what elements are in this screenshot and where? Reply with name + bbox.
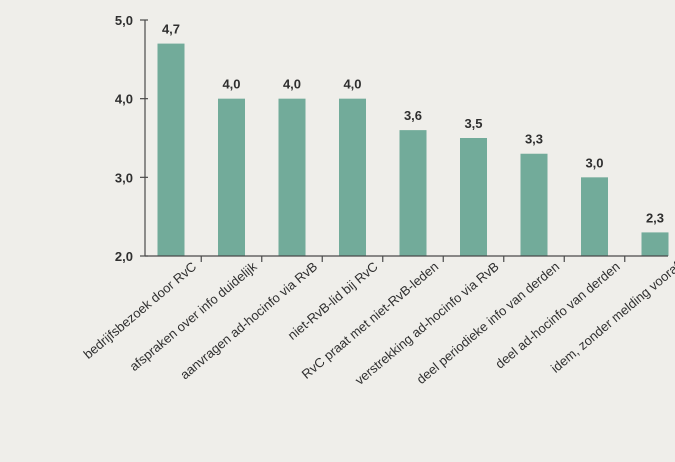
bar (218, 98, 245, 257)
bar (399, 130, 427, 256)
bar-value-label: 2,3 (646, 210, 664, 225)
bar-value-label: 3,0 (585, 155, 603, 170)
x-axis (145, 255, 668, 262)
bar-value-label: 4,0 (222, 77, 240, 92)
category-label: bedrijfsbezoek door RvC (80, 259, 199, 362)
y-axis: 2,0 3,0 4,0 5,0 (115, 13, 148, 264)
bars (157, 43, 669, 257)
category-label: deel ad-hocinfo van derden (492, 259, 622, 372)
bar (157, 43, 185, 256)
bar-value-label: 3,5 (464, 116, 482, 131)
bar (520, 153, 548, 256)
y-tick-label: 5,0 (115, 13, 133, 28)
y-tick-label: 4,0 (115, 92, 133, 107)
bar-value-label: 3,3 (525, 132, 543, 147)
bar-value-label: 3,6 (404, 108, 422, 123)
bar (581, 177, 608, 256)
y-tick-label: 2,0 (115, 249, 133, 264)
bar (460, 138, 487, 256)
bar (641, 232, 669, 256)
bar-value-label: 4,0 (283, 77, 301, 92)
value-labels: 4,7 4,0 4,0 4,0 3,6 3,5 3,3 3,0 2,3 (162, 22, 664, 226)
y-tick-label: 3,0 (115, 170, 133, 185)
bar-value-label: 4,7 (162, 22, 180, 37)
bar-value-label: 4,0 (343, 77, 361, 92)
bar (339, 98, 366, 257)
bar (278, 98, 306, 257)
